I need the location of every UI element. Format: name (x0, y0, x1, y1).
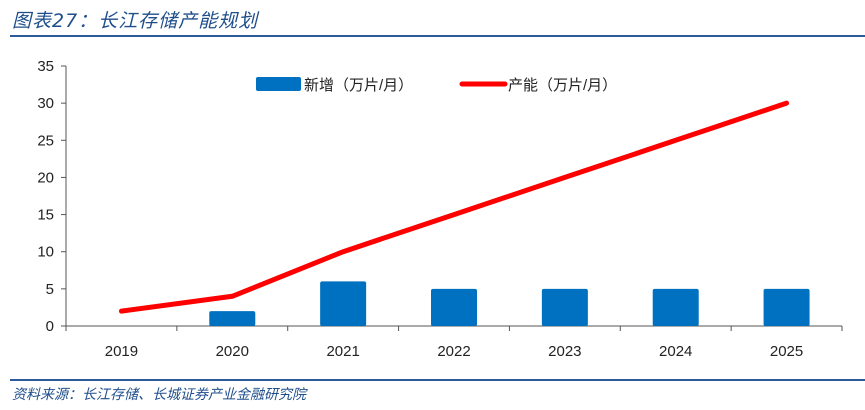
y-tick-label: 0 (46, 318, 54, 335)
bar-2021 (320, 281, 367, 326)
legend-line-label: 产能（万片/月） (508, 77, 617, 94)
y-tick-label: 15 (37, 207, 54, 224)
y-tick-label: 5 (46, 281, 54, 298)
x-tick-label: 2020 (216, 343, 249, 360)
source-divider (10, 379, 865, 381)
title-divider (10, 35, 865, 37)
x-tick-label: 2024 (659, 343, 692, 360)
bar-2025 (763, 288, 810, 326)
bar-2023 (541, 288, 588, 326)
bar-2022 (431, 288, 477, 326)
legend-bar-label: 新增（万片/月） (304, 77, 413, 94)
x-tick-label: 2019 (105, 343, 138, 360)
x-tick-label: 2022 (437, 343, 470, 360)
x-tick-label: 2021 (326, 343, 359, 360)
y-tick-label: 30 (37, 95, 54, 112)
source-note: 资料来源：长江存储、长城证券产业金融研究院 (12, 387, 306, 403)
y-tick-label: 20 (37, 169, 54, 186)
capacity-line (118, 100, 790, 314)
y-tick-label: 10 (37, 244, 54, 261)
y-tick-label: 35 (37, 58, 54, 75)
chart-title: 图表27：长江存储产能规划 (12, 10, 259, 32)
x-tick-label: 2023 (548, 343, 581, 360)
legend-bar-swatch (256, 77, 301, 91)
bar-2020 (209, 311, 256, 326)
y-tick-label: 25 (37, 132, 54, 149)
x-tick-label: 2025 (770, 343, 803, 360)
bar-2024 (652, 288, 699, 326)
